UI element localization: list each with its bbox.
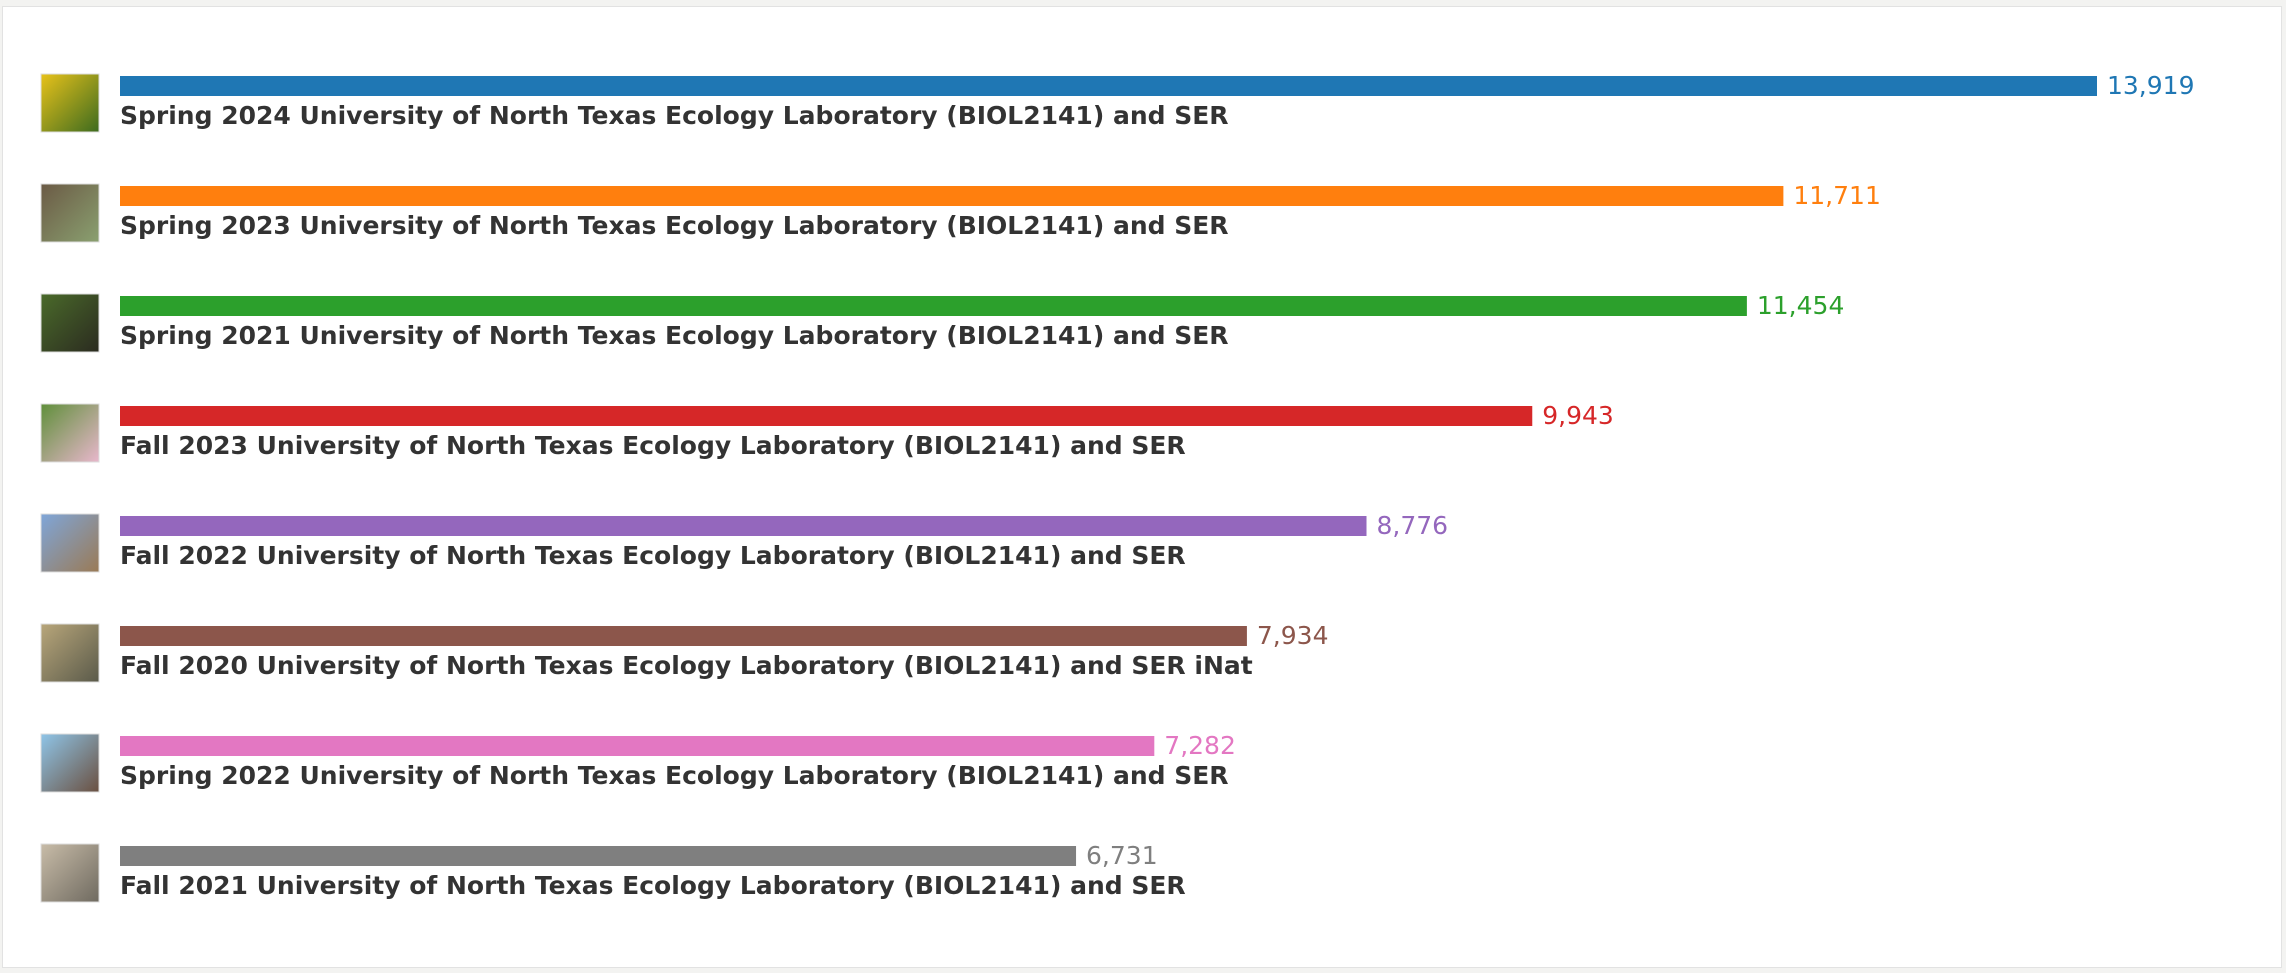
project-icon <box>40 843 100 903</box>
project-icon <box>40 183 100 243</box>
category-label: Fall 2021 University of North Texas Ecol… <box>120 871 1186 900</box>
value-label: 7,934 <box>1257 621 1329 650</box>
bar <box>120 186 1784 206</box>
category-label: Spring 2023 University of North Texas Ec… <box>120 211 1229 240</box>
value-label: 9,943 <box>1542 401 1614 430</box>
project-icon <box>40 403 100 463</box>
bar <box>120 296 1747 316</box>
value-label: 11,454 <box>1757 291 1844 320</box>
value-label: 7,282 <box>1164 731 1236 760</box>
category-label: Fall 2023 University of North Texas Ecol… <box>120 431 1186 460</box>
value-label: 6,731 <box>1086 841 1158 870</box>
project-icon <box>40 733 100 793</box>
bar <box>120 516 1367 536</box>
category-label: Spring 2022 University of North Texas Ec… <box>120 761 1229 790</box>
panel <box>2 6 2282 968</box>
project-icon <box>40 513 100 573</box>
category-label: Fall 2022 University of North Texas Ecol… <box>120 541 1186 570</box>
value-label: 8,776 <box>1377 511 1449 540</box>
value-label: 13,919 <box>2107 71 2194 100</box>
project-icon <box>40 73 100 133</box>
bar <box>120 736 1155 756</box>
bar <box>120 846 1077 866</box>
bar <box>120 76 2097 96</box>
project-icon <box>40 293 100 353</box>
category-label: Fall 2020 University of North Texas Ecol… <box>120 651 1253 680</box>
category-label: Spring 2021 University of North Texas Ec… <box>120 321 1229 350</box>
bar <box>120 626 1247 646</box>
category-label: Spring 2024 University of North Texas Ec… <box>120 101 1229 130</box>
value-label: 11,711 <box>1793 181 1880 210</box>
project-icon <box>40 623 100 683</box>
bar <box>120 406 1533 426</box>
